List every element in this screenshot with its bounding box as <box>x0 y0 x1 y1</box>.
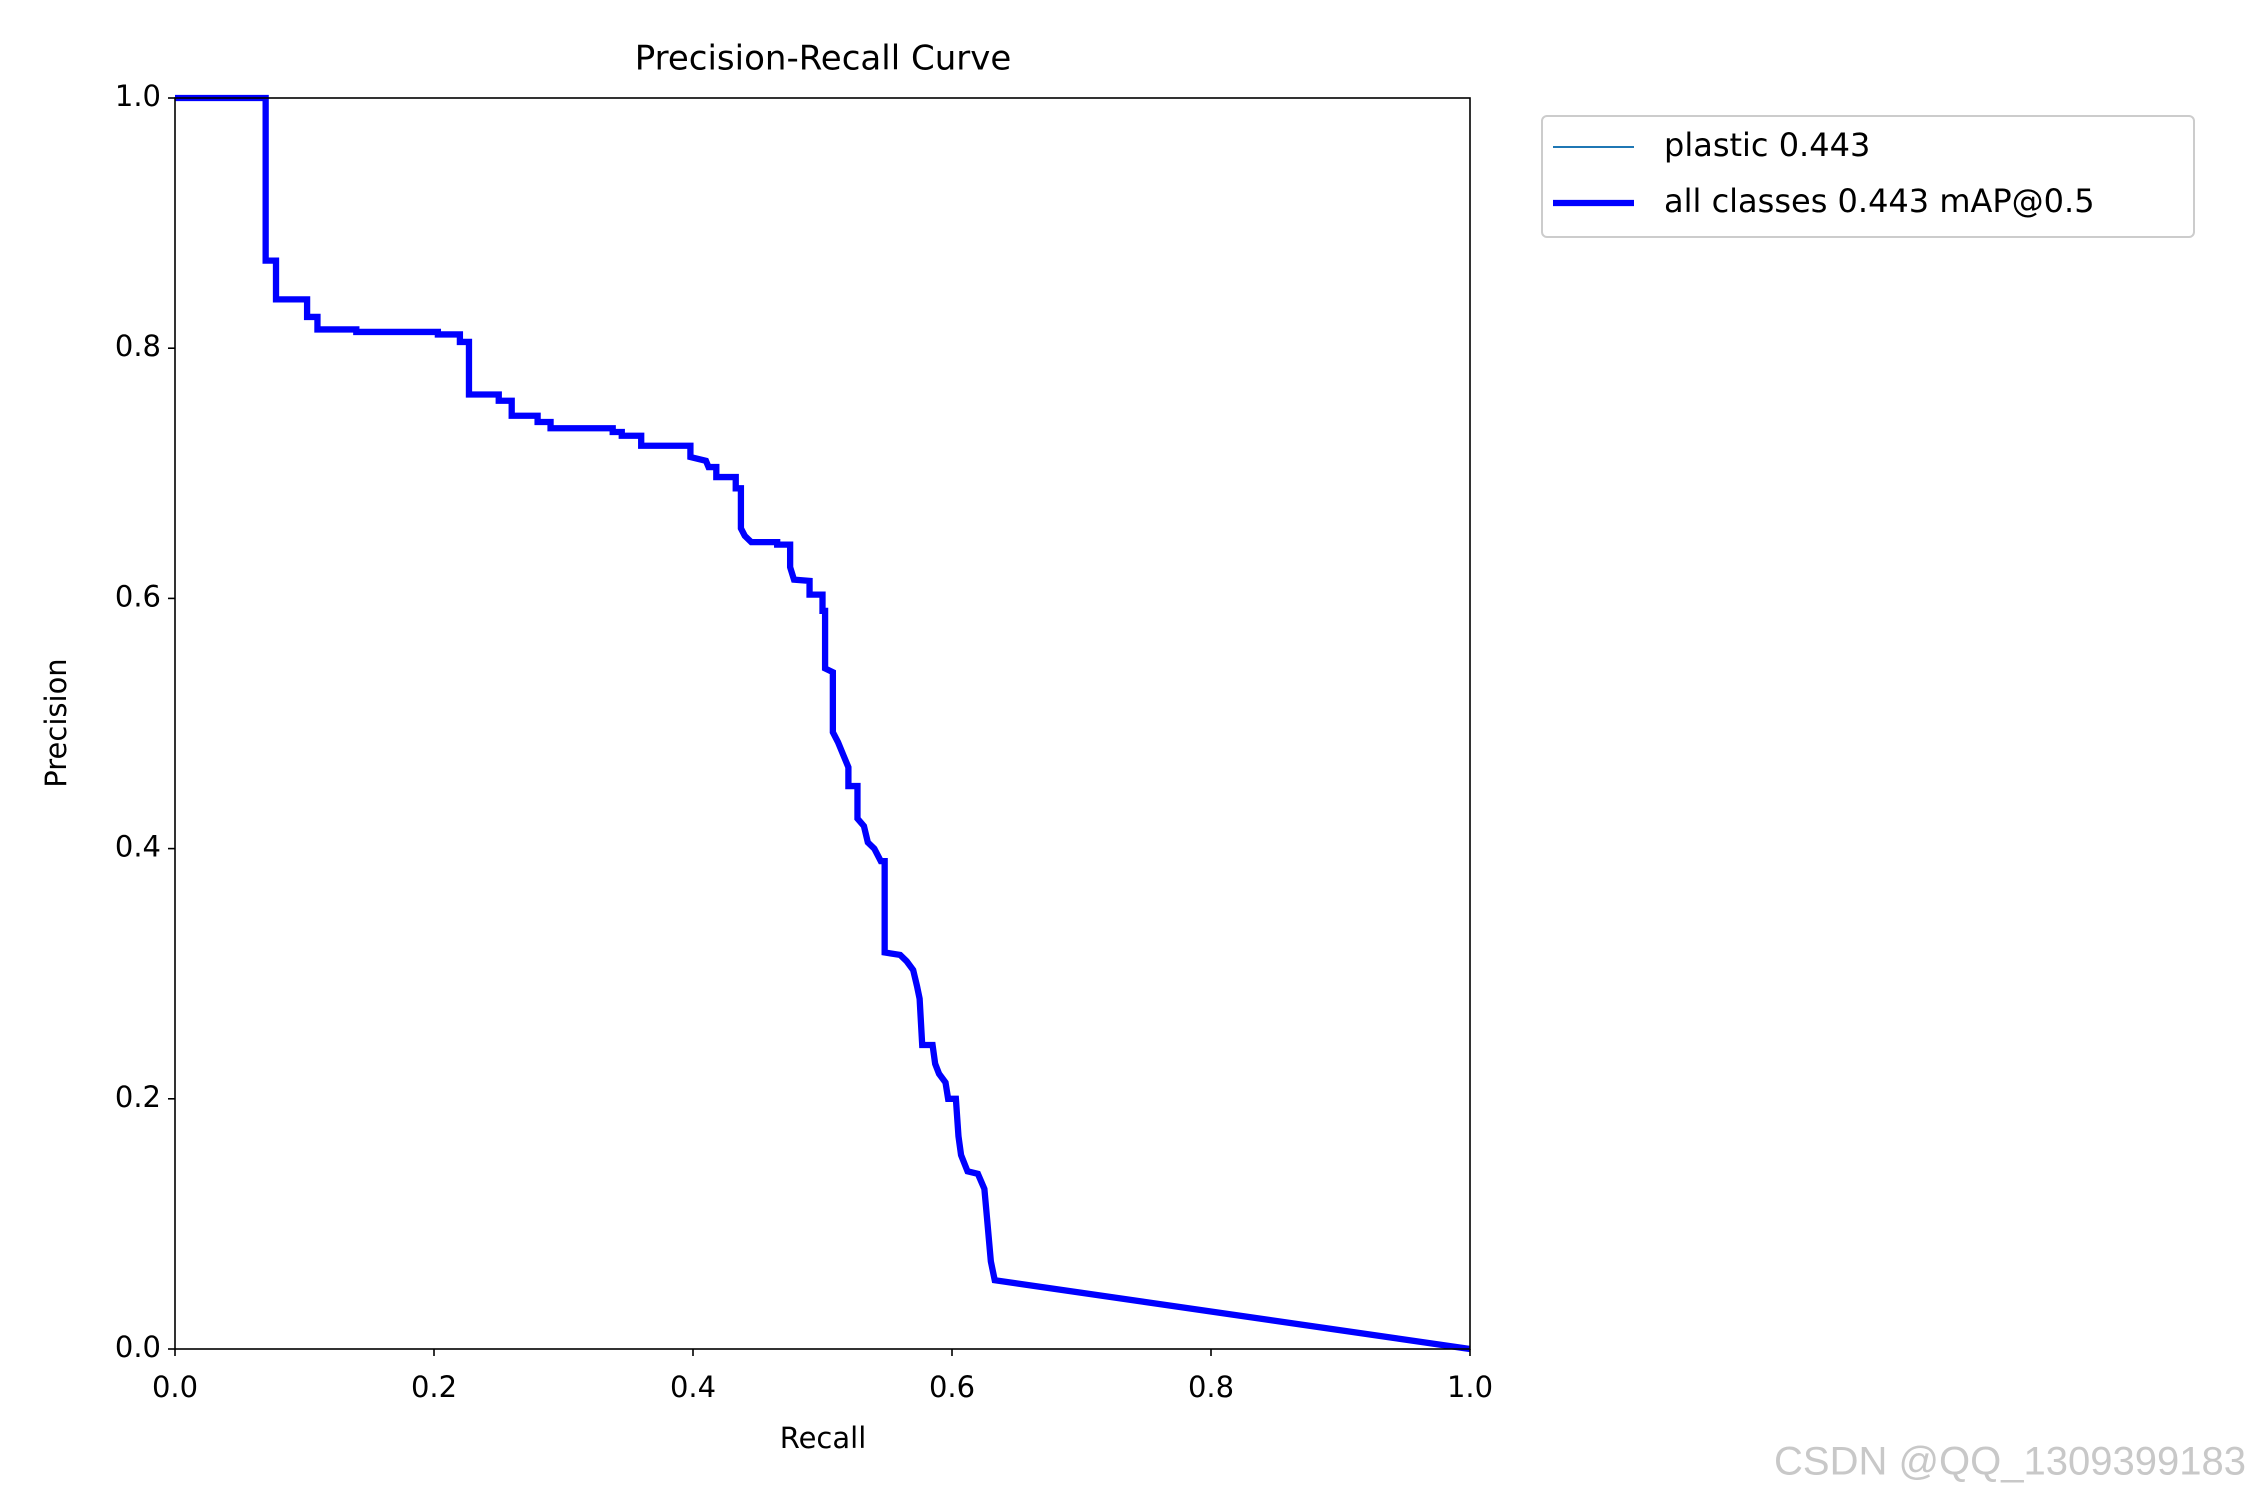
pr-curve <box>175 94 1471 1353</box>
x-tick-label: 0.6 <box>929 1370 975 1404</box>
pr-curve <box>175 96 1471 1351</box>
y-tick-label: 0.2 <box>115 1080 161 1114</box>
y-axis-label: Precision <box>39 658 73 787</box>
x-tick-label: 0.4 <box>670 1370 716 1404</box>
y-tick-label: 0.0 <box>115 1330 161 1364</box>
y-tick-label: 0.6 <box>115 579 161 613</box>
x-tick-label: 0.0 <box>152 1370 198 1404</box>
y-tick-label: 0.8 <box>115 329 161 363</box>
legend-box <box>1541 115 2195 238</box>
x-tick-label: 0.2 <box>411 1370 457 1404</box>
plot-frame <box>174 97 1471 1350</box>
y-tick-label: 1.0 <box>115 79 161 113</box>
legend-label: plastic 0.443 <box>1664 126 1870 164</box>
legend-label: all classes 0.443 mAP@0.5 <box>1664 182 2095 220</box>
y-tick-label: 0.4 <box>115 830 161 864</box>
x-tick-label: 1.0 <box>1447 1370 1493 1404</box>
chart-title: Precision-Recall Curve <box>635 39 1012 79</box>
x-axis-label: Recall <box>780 1421 867 1455</box>
x-tick-label: 0.8 <box>1188 1370 1234 1404</box>
watermark: CSDN @QQ_1309399183 <box>1774 1440 2246 1484</box>
